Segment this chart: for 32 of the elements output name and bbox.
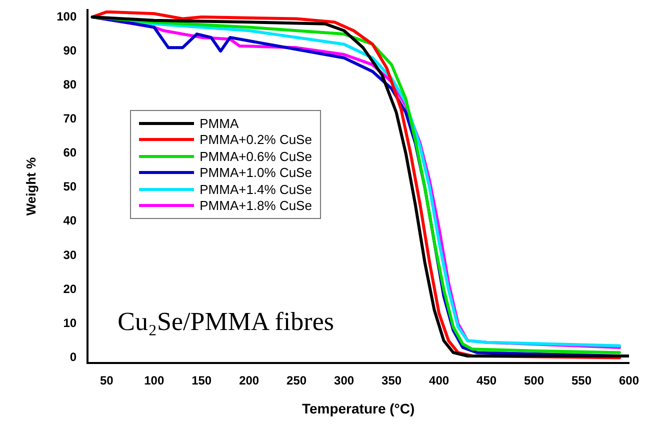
y-tick-label: 70	[63, 112, 77, 126]
x-tick-label: 600	[618, 373, 640, 388]
y-tick-label: 80	[63, 77, 77, 92]
y-tick-label: 30	[63, 248, 77, 262]
x-tick-label: 250	[286, 373, 307, 388]
y-tick-label: 20	[63, 282, 77, 296]
y-tick-label: 90	[63, 43, 77, 58]
x-axis-title: Temperature (°C)	[302, 400, 415, 416]
legend-label: PMMA+0.6% CuSe	[200, 148, 312, 164]
legend-label: PMMA	[200, 116, 239, 131]
y-tick-label: 50	[63, 180, 77, 194]
legend-label: PMMA+1.4% CuSe	[200, 182, 312, 197]
x-tick-label: 550	[571, 373, 592, 388]
x-tick-label: 450	[476, 373, 497, 388]
y-tick-label: 60	[63, 146, 77, 160]
x-tick-label: 300	[334, 373, 354, 388]
x-tick-label: 350	[382, 373, 402, 388]
y-tick-label: 100	[56, 9, 77, 24]
y-tick-label: 40	[63, 214, 77, 228]
x-tick-label: 100	[144, 373, 164, 388]
y-tick-label: 0	[70, 350, 77, 364]
x-tick-label: 400	[429, 373, 450, 388]
x-tick-label: 150	[192, 373, 212, 388]
legend-label: PMMA+1.8% CuSe	[200, 198, 312, 214]
y-axis-title: Weight %	[23, 156, 38, 216]
x-tick-label: 200	[239, 373, 260, 388]
legend-label: PMMA+1.0% CuSe	[200, 165, 312, 180]
annotation: Cu₂Se/PMMA fibres	[118, 306, 334, 337]
y-tick-label: 10	[63, 316, 77, 330]
x-tick-label: 500	[524, 373, 544, 388]
legend-label: PMMA+0.2% CuSe	[200, 132, 312, 148]
x-tick-label: 50	[100, 373, 114, 388]
